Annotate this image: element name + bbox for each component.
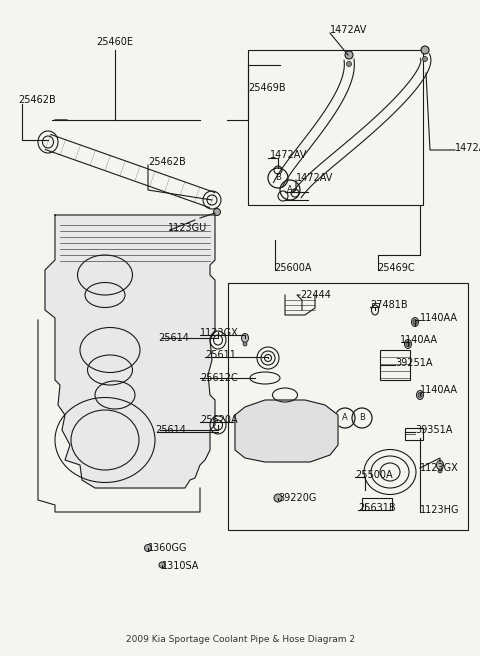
Ellipse shape (274, 494, 282, 502)
Bar (248, 50, 423, 205)
Text: 25462B: 25462B (148, 157, 186, 167)
Bar (405, 428, 423, 440)
Text: B: B (359, 413, 365, 422)
Text: 1123HG: 1123HG (420, 505, 459, 515)
Polygon shape (45, 215, 215, 488)
Text: 1140AA: 1140AA (420, 313, 458, 323)
Ellipse shape (144, 544, 152, 552)
Ellipse shape (347, 62, 351, 66)
Text: 25600A: 25600A (274, 263, 312, 273)
Text: 1472AV: 1472AV (296, 173, 334, 183)
Ellipse shape (241, 333, 249, 342)
Text: 25500A: 25500A (355, 470, 393, 480)
Text: 25620A: 25620A (200, 415, 238, 425)
Ellipse shape (214, 209, 220, 216)
Text: 1472AV: 1472AV (455, 143, 480, 153)
Ellipse shape (411, 318, 419, 327)
Bar (362, 498, 392, 510)
Text: 1472AV: 1472AV (270, 150, 307, 160)
Ellipse shape (438, 469, 442, 473)
Text: 1123GX: 1123GX (420, 463, 459, 473)
Ellipse shape (417, 390, 423, 400)
Text: A: A (287, 186, 293, 194)
Ellipse shape (421, 46, 429, 54)
Text: 27481B: 27481B (370, 300, 408, 310)
Text: 25611: 25611 (205, 350, 236, 360)
Bar (372, 303, 379, 307)
Text: 25614: 25614 (158, 333, 189, 343)
Text: 1123GX: 1123GX (200, 328, 239, 338)
Text: 1310SA: 1310SA (162, 561, 199, 571)
Text: 1472AV: 1472AV (330, 25, 367, 35)
Text: 1123GU: 1123GU (168, 223, 207, 233)
Ellipse shape (406, 342, 410, 346)
Ellipse shape (418, 392, 422, 398)
Ellipse shape (436, 461, 444, 470)
Text: 25462B: 25462B (18, 95, 56, 105)
Ellipse shape (159, 562, 165, 568)
Text: 22444: 22444 (300, 290, 331, 300)
Text: 25612C: 25612C (200, 373, 238, 383)
Text: 25631B: 25631B (358, 503, 396, 513)
Polygon shape (235, 400, 338, 462)
Text: 39351A: 39351A (415, 425, 452, 435)
Ellipse shape (413, 319, 417, 325)
Ellipse shape (422, 56, 428, 62)
Text: 25469B: 25469B (248, 83, 286, 93)
Ellipse shape (405, 340, 411, 348)
Text: B: B (275, 173, 281, 182)
Text: 25469C: 25469C (377, 263, 415, 273)
Ellipse shape (243, 342, 247, 346)
Text: 1140AA: 1140AA (420, 385, 458, 395)
Text: 1360GG: 1360GG (148, 543, 188, 553)
Ellipse shape (345, 51, 353, 59)
Bar (228, 283, 468, 530)
Text: A: A (342, 413, 348, 422)
Text: 1140AA: 1140AA (400, 335, 438, 345)
Text: 2009 Kia Sportage Coolant Pipe & Hose Diagram 2: 2009 Kia Sportage Coolant Pipe & Hose Di… (125, 636, 355, 644)
Bar (380, 350, 410, 380)
Text: 25460E: 25460E (96, 37, 133, 47)
Text: 39220G: 39220G (278, 493, 316, 503)
Text: 25614: 25614 (155, 425, 186, 435)
Text: 39251A: 39251A (395, 358, 432, 368)
